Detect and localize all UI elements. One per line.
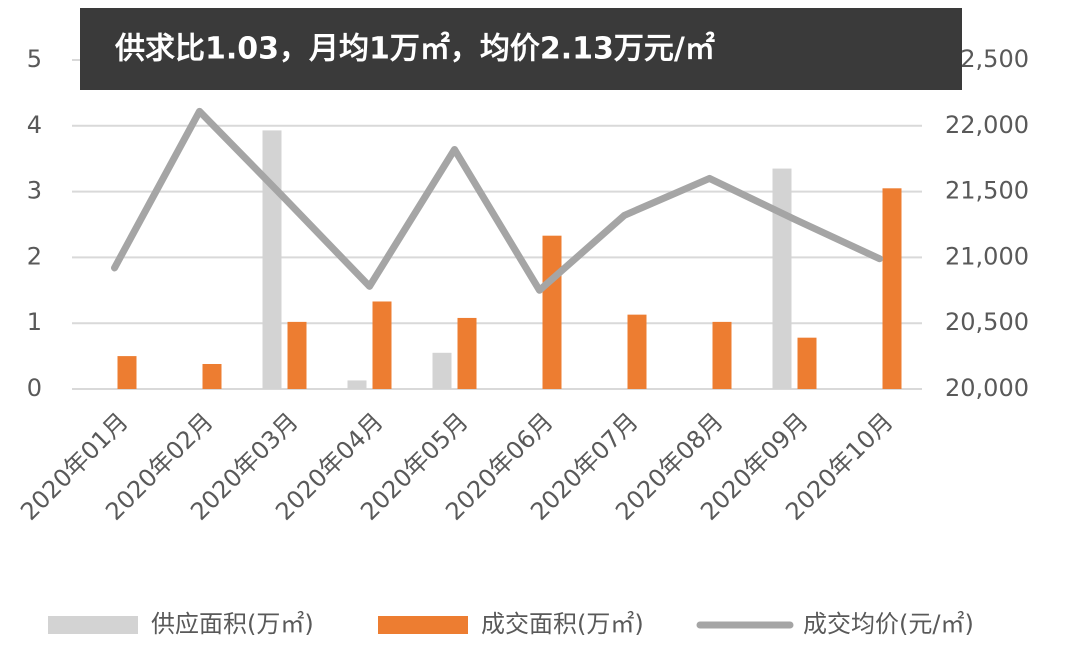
bar [347,380,367,389]
bar [117,356,137,389]
y-tick-label: 3 [27,177,42,205]
y2-tick-label: 20,000 [945,374,1029,402]
y-tick-label: 0 [27,374,42,402]
bar [712,321,732,389]
y-tick-label: 1 [27,308,42,336]
bar [772,168,792,389]
chart-title: 供求比1.03，月均1万㎡，均价2.13万元/㎡ [114,32,715,67]
y2-tick-label: 21,000 [945,242,1029,270]
bar [627,314,647,389]
y-tick-label: 4 [27,111,42,139]
title-banner [80,8,962,90]
y2-tick-label: 21,500 [945,177,1029,205]
legend-swatch [48,616,138,634]
y2-tick-label: 20,500 [945,308,1029,336]
y2-tick-label: 22,000 [945,111,1029,139]
bar [262,130,282,389]
price-line [111,107,883,294]
bar [287,321,307,389]
legend-label: 供应面积(万㎡) [151,610,314,638]
legend-label: 成交均价(元/㎡) [803,610,974,638]
bar [457,317,477,389]
bar [882,188,902,389]
bar [432,352,452,389]
legend-swatch [378,616,468,634]
bar [372,301,392,389]
y-tick-label: 2 [27,242,42,270]
bar [202,363,222,389]
y-tick-label: 5 [27,45,42,73]
legend-label: 成交面积(万㎡) [481,610,644,638]
bar [797,337,817,389]
bar [542,235,562,389]
